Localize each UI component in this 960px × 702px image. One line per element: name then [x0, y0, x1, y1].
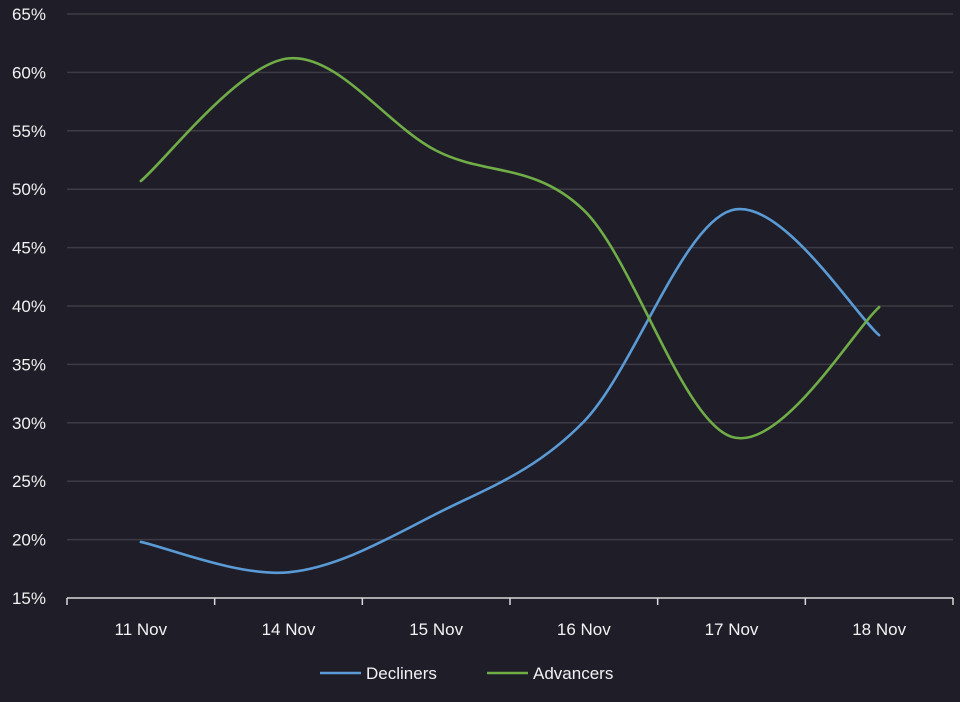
x-axis: 11 Nov 14 Nov 15 Nov 16 Nov 17 Nov 18 Nov — [66, 597, 954, 639]
series-line-decliners — [139, 207, 881, 575]
legend-label: Decliners — [366, 664, 437, 683]
series-line-advancers — [139, 57, 881, 440]
y-tick-label: 35% — [12, 355, 46, 374]
legend: Decliners Advancers — [320, 664, 613, 683]
y-tick-label: 15% — [12, 589, 46, 608]
y-tick-label: 55% — [12, 122, 46, 141]
y-tick-label: 40% — [12, 297, 46, 316]
x-tick-label: 16 Nov — [557, 620, 611, 639]
y-tick-label: 20% — [12, 531, 46, 550]
y-tick-label: 60% — [12, 63, 46, 82]
y-tick-label: 65% — [12, 5, 46, 24]
y-tick-label: 30% — [12, 414, 46, 433]
y-tick-label: 50% — [12, 180, 46, 199]
x-tick-label: 14 Nov — [262, 620, 316, 639]
x-tick-label: 15 Nov — [409, 620, 463, 639]
x-tick-label: 18 Nov — [852, 620, 906, 639]
gridlines — [67, 13, 953, 541]
series-lines — [139, 57, 881, 575]
legend-label: Advancers — [533, 664, 613, 683]
x-tick-label: 17 Nov — [705, 620, 759, 639]
y-tick-label: 45% — [12, 239, 46, 258]
x-tick-label: 11 Nov — [115, 620, 168, 639]
y-axis: 15% 20% 25% 30% 35% 40% 45% 50% 55% 60% 65% — [12, 5, 46, 608]
y-tick-label: 25% — [12, 472, 46, 491]
